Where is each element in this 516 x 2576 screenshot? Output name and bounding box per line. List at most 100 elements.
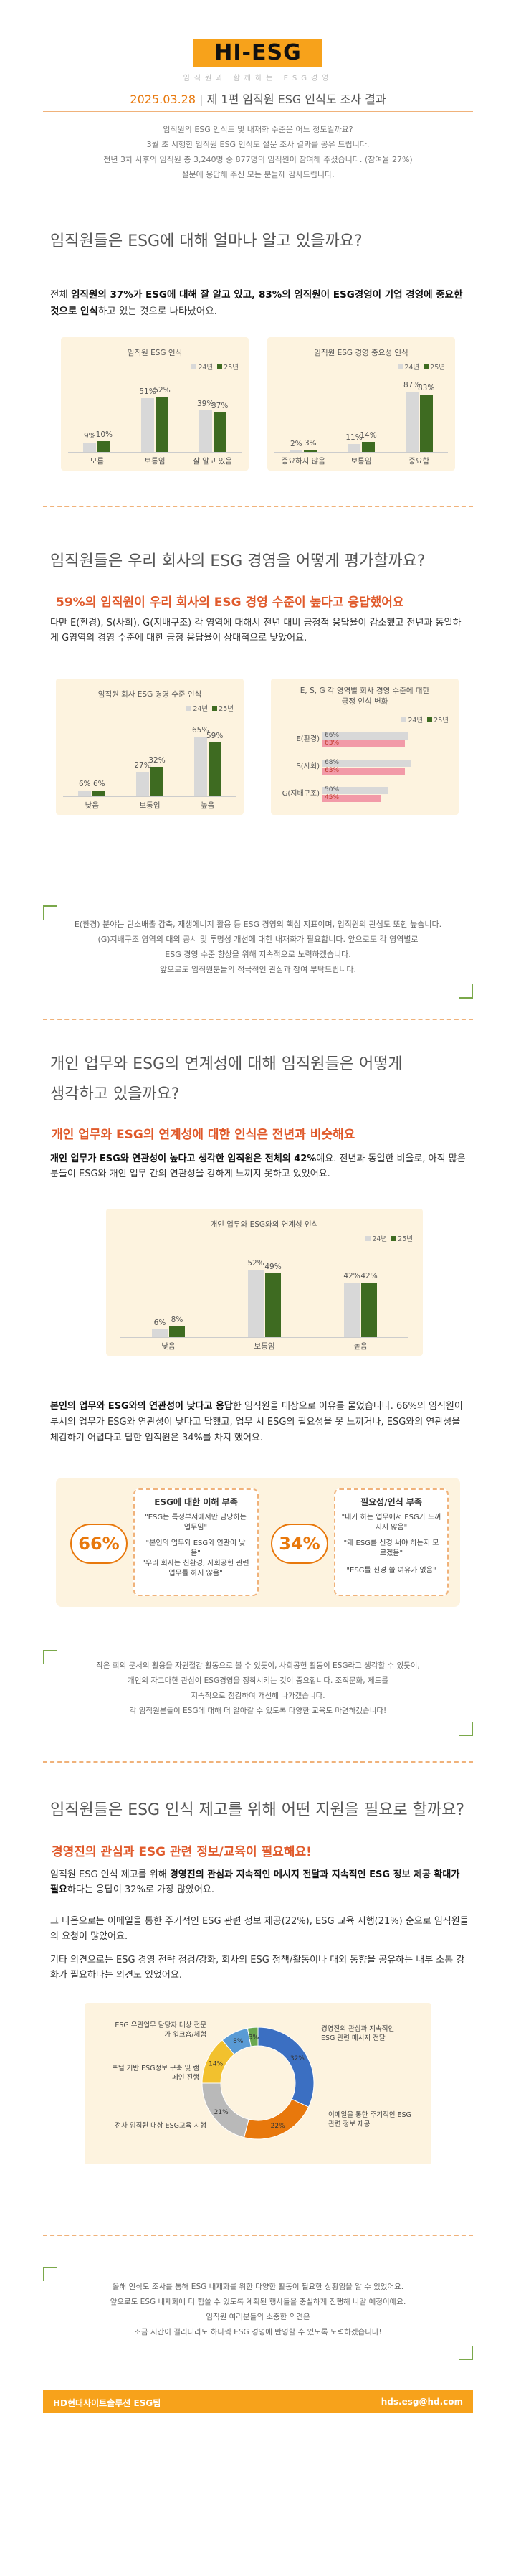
- bar-value-label: 45%: [325, 794, 340, 801]
- bar-25: [265, 1273, 281, 1337]
- bar-value-label: 66%: [325, 732, 340, 739]
- chart-legend: 24년 25년: [182, 703, 234, 713]
- legend-swatch-24: [401, 717, 407, 722]
- intro-line: 전년 3차 사후의 임직원 총 3,240명 중 877명의 임직원이 참여해 …: [103, 155, 413, 164]
- donut-slice: [243, 2098, 310, 2140]
- bar-24: [405, 391, 419, 452]
- bar-value-label: 11%: [345, 433, 363, 443]
- bar-value-label: 52%: [153, 386, 171, 395]
- bar-24: [290, 450, 303, 452]
- legend-swatch-25: [217, 364, 223, 369]
- bar-value-label: 8%: [171, 1316, 183, 1325]
- bar-value-label: 32%: [148, 756, 166, 765]
- legend-label-25: 25년: [219, 705, 234, 713]
- bar-25: [208, 742, 221, 796]
- q4-paragraph-3: 기타 의견으로는 ESG 경영 전략 점검/강화, 회사의 ESG 정책/활동이…: [50, 1955, 465, 1981]
- hbar-25: [322, 740, 405, 747]
- bar-value-label: 63%: [325, 767, 340, 774]
- intro-line: 3월 초 시행한 임직원 ESG 인식도 설문 조사 결과를 공유 드립니다.: [146, 140, 370, 149]
- q2-highlight: 59%의 임직원이 우리 회사의 ESG 경영 수준이 높다고 응답했어요: [56, 595, 404, 610]
- footer-bar: HD현대사이트솔루션 ESG팀 hds.esg@hd.com: [43, 2390, 473, 2413]
- donut-category-label: ESG 유관업무 담당자 대상 전문가 워크숍/체험: [115, 2021, 206, 2039]
- legend-swatch-24: [398, 364, 403, 369]
- quote-line: 앞으로도 ESG 내재화에 더 힘쓸 수 있도록 계획된 행사들을 충실하게 진…: [110, 2298, 406, 2306]
- chart-title: 임직원 회사 ESG 경영 수준 인식: [97, 690, 202, 699]
- donut-svg: 32% 22% 21% 14% 8% 3%: [201, 2027, 315, 2140]
- bar-value-label: 42%: [360, 1271, 378, 1280]
- bar-25: [213, 412, 226, 452]
- bar-25: [169, 1326, 185, 1337]
- quote-bracket: [459, 984, 473, 999]
- issue-name: 제 1편 임직원 ESG 인식도 조사 결과: [206, 93, 386, 106]
- bar-24: [199, 410, 212, 452]
- category-label: 보통임: [254, 1342, 275, 1351]
- bar-value-label: 9%: [83, 431, 96, 440]
- q4-quote: 올해 인식도 조사를 통해 ESG 내재화를 위한 다양한 활동이 필요한 상황…: [57, 2280, 459, 2340]
- category-label: 보통임: [144, 457, 166, 466]
- legend-label-24: 24년: [408, 717, 424, 725]
- q3-para1-post: 예요. 전년과 동일한 비율로, 아직 많은 분들이 ESG와 개인 업무 간의…: [50, 1153, 466, 1179]
- category-label: G(지배구조): [282, 790, 320, 798]
- chart-baseline: [63, 796, 236, 797]
- bar-value-label: 52%: [247, 1258, 264, 1268]
- slice-value-label: 14%: [209, 2060, 223, 2067]
- category-label: 중요하지 않음: [281, 457, 325, 466]
- chart-esg-importance: 임직원 ESG 경영 중요성 인식 24년 25년 2% 3% 중요하지 않음 11% 14%…: [267, 337, 455, 471]
- quote-line: (G)지배구조 영역의 대외 공시 및 투명성 개선에 대한 내재화가 필요합니…: [97, 935, 419, 944]
- donut-slice: [257, 2027, 315, 2108]
- op2-item: "왜 ESG를 신경 써야 하는지 모르겠음": [341, 1539, 441, 1559]
- bar-24: [141, 397, 154, 452]
- donut-category-label: 경영진의 관심과 지속적인 ESG 관련 메시지 전달: [321, 2025, 395, 2042]
- chart-baseline: [120, 1337, 408, 1338]
- slice-value-label: 22%: [271, 2123, 285, 2130]
- quote-bracket: [43, 2267, 57, 2281]
- q3-paragraph-1: 개인 업무가 ESG와 연관성이 높다고 생각한 임직원은 전체의 42%예요.…: [50, 1151, 469, 1181]
- chart-title: E, S, G 각 영역별 회사 경영 수준에 대한 긍정 인식 변화: [271, 686, 459, 707]
- chart-company-esg-level: 임직원 회사 ESG 경영 수준 인식 24년 25년 6% 6% 낮음 27% 32% 보통임…: [56, 679, 244, 815]
- divider: [43, 1019, 473, 1020]
- op2-item: "내가 하는 업무에서 ESG가 느껴지지 않음": [341, 1513, 441, 1533]
- chart-title: 임직원 ESG 경영 중요성 인식: [314, 349, 408, 357]
- category-label: 잘 알고 있음: [193, 457, 233, 466]
- section-title-q2: 임직원들은 우리 회사의 ESG 경영을 어떻게 평가할까요?: [50, 552, 426, 570]
- bar-value-label: 87%: [403, 380, 421, 390]
- quote-bracket: [459, 2346, 473, 2360]
- bar-value-label: 6%: [153, 1318, 166, 1328]
- hbar-25: [322, 795, 381, 802]
- quote-line: 임직원 여러분들의 소중한 의견은: [206, 2313, 310, 2321]
- chart-title: 임직원 ESG 인식: [127, 349, 183, 357]
- bar-value-label: 65%: [191, 726, 209, 735]
- footer-team: HD현대사이트솔루션 ESG팀: [53, 2398, 161, 2408]
- bar-value-label: 10%: [95, 430, 113, 440]
- op2-item: "ESG를 신경 쓸 여유가 없음": [341, 1566, 441, 1576]
- bar-value-label: 49%: [264, 1263, 282, 1272]
- legend-swatch-25: [427, 717, 433, 722]
- slice-value-label: 8%: [233, 2038, 244, 2045]
- legend-swatch-24: [191, 364, 197, 369]
- q3-highlight: 개인 업무와 ESG의 연계성에 대한 인식은 전년과 비슷해요: [52, 1128, 355, 1142]
- bar-value-label: 27%: [134, 760, 151, 770]
- category-label: S(사회): [296, 763, 320, 770]
- bar-value-label: 63%: [325, 740, 340, 747]
- chart-esg-awareness: 임직원 ESG 인식 24년 25년 9% 10% 모름 51% 52% 보통임 39% 37% 잘 …: [61, 337, 249, 471]
- bar-25: [419, 394, 433, 452]
- bar-25: [156, 397, 168, 452]
- bar-value-label: 14%: [360, 431, 377, 440]
- quote-bracket: [459, 1722, 473, 1736]
- quote-line: 개인의 자그마한 관심이 ESG경영을 정착시키는 것이 중요합니다. 조직문화…: [128, 1676, 388, 1685]
- divider: [43, 506, 473, 507]
- legend-swatch-25: [212, 706, 218, 711]
- hbar-24: [322, 760, 411, 767]
- footer-email[interactable]: hds.esg@hd.com: [381, 2397, 463, 2407]
- chart-baseline: [68, 452, 242, 453]
- hbar-25: [322, 768, 405, 775]
- legend-label-24: 24년: [404, 364, 420, 372]
- q3-paragraph-2: 본인의 업무와 ESG와의 연관성이 낮다고 응답한 임직원을 대상으로 이유를…: [50, 1399, 469, 1446]
- legend-label-24: 24년: [193, 705, 209, 713]
- legend-label-25: 25년: [434, 717, 449, 725]
- section-title-q1: 임직원들은 ESG에 대해 얼마나 알고 있을까요?: [50, 232, 363, 250]
- divider: [43, 1761, 473, 1763]
- category-label: 보통임: [139, 801, 161, 810]
- section-title-q4: 임직원들은 ESG 인식 제고를 위해 어떤 지원을 필요로 할까요?: [50, 1801, 465, 1819]
- bar-value-label: 50%: [325, 786, 340, 793]
